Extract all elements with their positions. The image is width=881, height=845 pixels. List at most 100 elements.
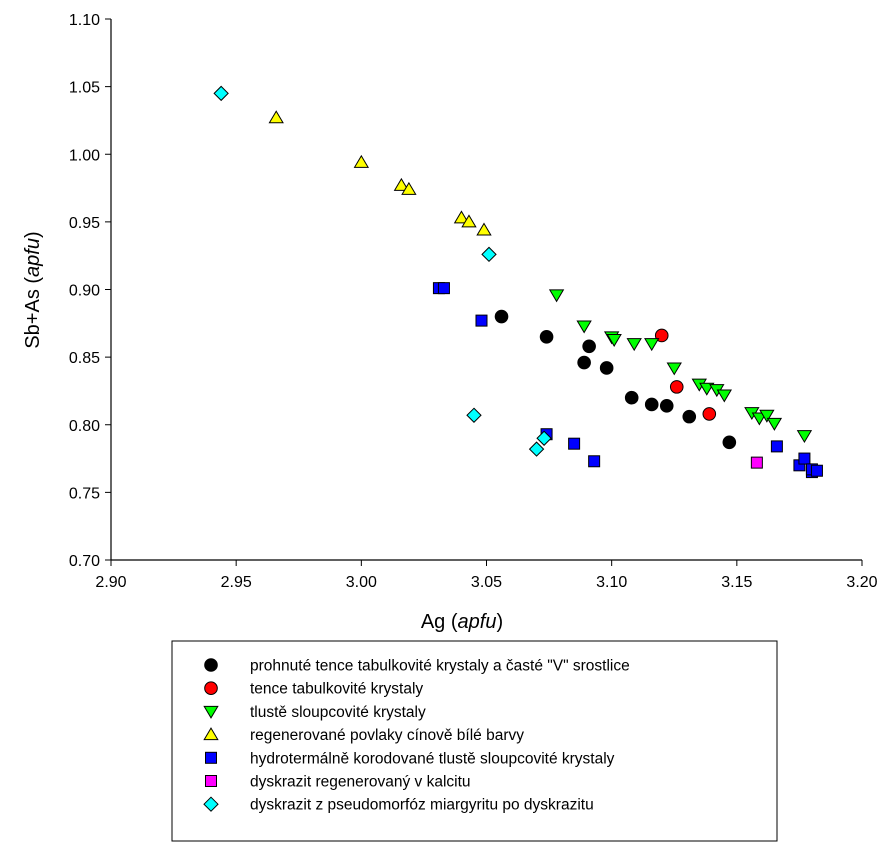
axes: 2.90 2.95 3.00 3.05 3.10 3.15 3.20 0.70 0.75 0.8…	[69, 12, 878, 591]
legend-box	[171, 640, 778, 842]
y-axis-title-prefix: Sb+As (	[22, 277, 44, 349]
data-point	[722, 435, 737, 450]
legend-marker	[203, 727, 219, 741]
data-point	[353, 154, 370, 168]
legend-item: tlustě sloupcovité krystaly	[203, 704, 426, 721]
data-point	[759, 409, 775, 423]
data-point	[810, 464, 823, 477]
legend-item: dyskrazit regenerovaný v kalcitu	[205, 774, 471, 791]
data-point	[766, 417, 783, 431]
y-axis-title-suffix: )	[22, 231, 44, 238]
legend-marker	[203, 705, 219, 719]
x-axis-title-unit: apfu	[458, 611, 497, 633]
legend-item: dyskrazit z pseudomorfóz miargyritu po d…	[203, 796, 594, 814]
legend-label: hydrotermálně korodované tlustě sloupcov…	[250, 750, 615, 767]
data-point	[548, 289, 565, 303]
data-point	[528, 441, 545, 457]
legend-marker	[205, 775, 217, 787]
x-tick-label: 3.15	[721, 574, 752, 591]
legend-marker	[205, 751, 217, 764]
legend-label: tence tabulkovité krystaly	[250, 681, 423, 698]
data-point	[577, 355, 591, 370]
x-tick-label: 3.20	[846, 574, 877, 591]
series-6	[213, 85, 552, 457]
x-tick-label: 2.95	[221, 574, 252, 591]
data-point	[476, 222, 492, 236]
data-point	[659, 399, 674, 413]
legend-label: dyskrazit regenerovaný v kalcitu	[250, 774, 471, 791]
x-tick-label: 3.05	[471, 574, 502, 591]
data-point	[494, 309, 509, 324]
x-tick-label: 3.10	[596, 574, 627, 591]
series-5	[750, 456, 763, 469]
data-point	[716, 389, 732, 403]
data-point	[702, 407, 717, 421]
data-point	[699, 382, 715, 396]
legend-marker	[204, 658, 218, 672]
series-2	[548, 289, 813, 444]
legend-label: regenerované povlaky cínově bílé barvy	[250, 727, 524, 744]
legend-marker	[203, 796, 219, 812]
data-point	[393, 177, 410, 191]
data-point	[539, 330, 554, 344]
data-point	[401, 181, 417, 195]
data-point	[268, 110, 284, 124]
data-point	[466, 407, 482, 423]
data-point	[666, 362, 682, 376]
data-point	[437, 282, 450, 295]
x-axis-ticks: 2.90 2.95 3.00 3.05 3.10 3.15 3.20	[95, 560, 878, 591]
data-point	[644, 397, 659, 412]
y-tick-label: 1.00	[69, 147, 100, 164]
legend-label: prohnuté tence tabulkovité krystaly a ča…	[250, 658, 630, 675]
y-tick-label: 1.10	[69, 12, 100, 29]
legend-items: prohnuté tence tabulkovité krystaly a ča…	[203, 658, 630, 814]
series-0	[494, 309, 737, 450]
y-tick-label: 0.85	[69, 350, 100, 367]
legend-item: hydrotermálně korodované tlustě sloupcov…	[205, 750, 615, 767]
x-tick-label: 3.00	[346, 574, 377, 591]
legend-item: tence tabulkovité krystaly	[204, 681, 423, 698]
y-tick-label: 0.80	[69, 418, 100, 435]
y-axis-ticks: 0.70 0.75 0.80 0.85 0.90 0.95 1.00 1.05 1.10	[69, 12, 111, 570]
data-point	[750, 456, 763, 469]
data-point	[213, 85, 229, 102]
data-point	[481, 246, 497, 263]
data-point	[798, 452, 811, 465]
data-point	[461, 214, 477, 228]
data-point	[770, 440, 783, 453]
data-point	[682, 409, 697, 424]
data-point	[669, 380, 684, 394]
data-point	[644, 338, 660, 352]
data-point	[568, 437, 581, 450]
data-point	[624, 390, 639, 405]
y-tick-label: 0.75	[69, 485, 100, 502]
legend-label: dyskrazit z pseudomorfóz miargyritu po d…	[250, 797, 594, 814]
data-points	[213, 85, 823, 479]
legend-item: prohnuté tence tabulkovité krystaly a ča…	[204, 658, 630, 675]
y-tick-label: 1.05	[69, 80, 100, 97]
data-point	[599, 361, 614, 375]
series-3	[268, 110, 492, 236]
data-point	[576, 320, 592, 334]
data-point	[582, 339, 596, 354]
y-axis-title: Sb+As (apfu)	[22, 231, 44, 348]
x-tick-label: 2.90	[95, 574, 126, 591]
data-point	[606, 334, 622, 348]
legend-marker	[204, 681, 218, 696]
data-point	[796, 430, 813, 444]
data-point	[751, 412, 768, 426]
series-4	[432, 282, 823, 479]
x-axis-title: Ag (apfu)	[421, 611, 503, 633]
x-axis-title-suffix: )	[496, 611, 503, 633]
data-point	[453, 210, 470, 224]
legend-label: tlustě sloupcovité krystaly	[250, 704, 426, 721]
data-point	[536, 430, 552, 446]
legend: prohnuté tence tabulkovité krystaly a ča…	[171, 640, 778, 842]
x-axis-title-prefix: Ag (	[421, 611, 458, 633]
data-point	[626, 338, 642, 352]
legend-item: regenerované povlaky cínově bílé barvy	[203, 727, 524, 744]
y-axis-title-unit: apfu	[22, 238, 44, 277]
y-tick-label: 0.90	[69, 283, 100, 300]
y-tick-label: 0.95	[69, 215, 100, 232]
